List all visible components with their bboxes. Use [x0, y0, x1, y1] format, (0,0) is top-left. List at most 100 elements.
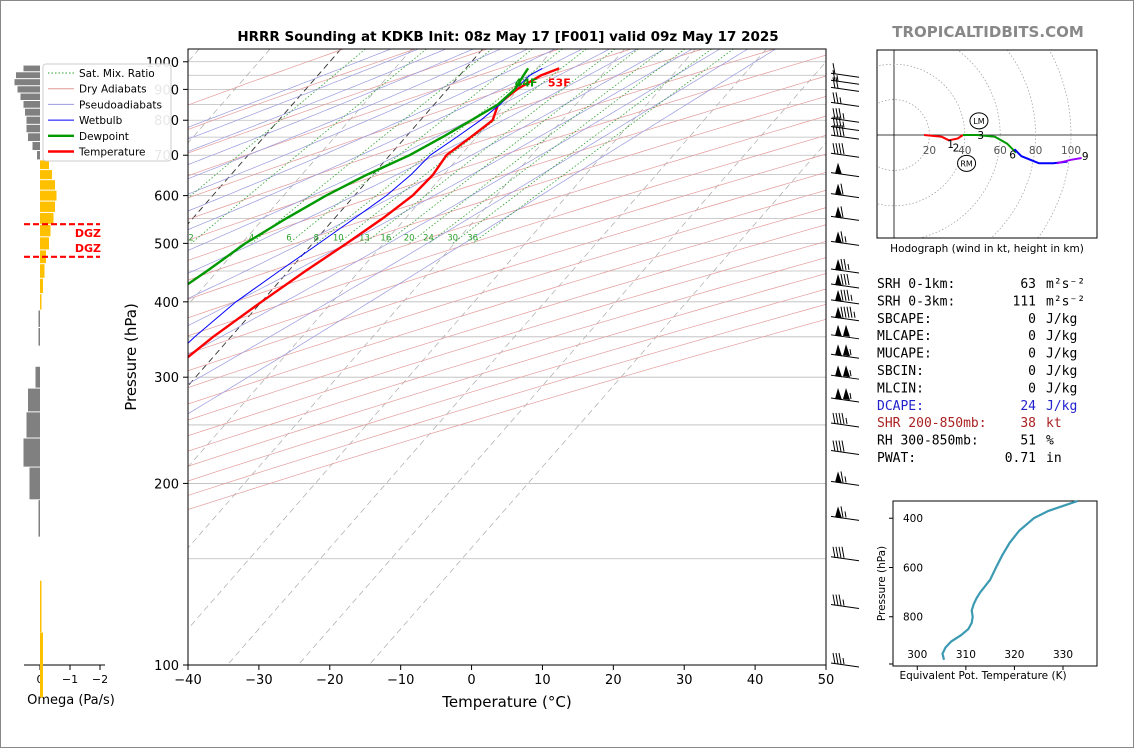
omega-tick-label: −1	[62, 673, 78, 686]
wind-barb-feather	[832, 143, 836, 155]
temperature-profile	[188, 67, 560, 359]
omega-bar	[40, 264, 45, 278]
mixing-ratio-line	[190, 49, 427, 244]
wind-barb	[830, 206, 860, 221]
mixing-ratio-label: 24	[423, 233, 434, 243]
wind-barb	[830, 289, 860, 305]
wind-barb-feather	[841, 143, 845, 155]
wind-barb-feather	[832, 440, 836, 452]
mixing-ratio-line	[472, 49, 734, 244]
pseudoadiabat	[188, 49, 474, 165]
stats-value: 0	[1028, 347, 1036, 362]
wind-barb-feather	[835, 546, 839, 558]
pseudoadiabat	[188, 49, 776, 415]
wind-barb	[830, 440, 860, 456]
mixing-ratio-line	[452, 49, 712, 244]
stats-value: 0	[1028, 381, 1036, 396]
mixing-ratio-line	[337, 49, 587, 244]
legend-entry: Pseudoadiabats	[79, 99, 162, 111]
wind-barb-feather	[835, 92, 839, 104]
wind-barb	[830, 344, 860, 359]
theta-e-x-label: Equivalent Pot. Temperature (K)	[899, 670, 1066, 682]
skew-t-plot-area: 1 2 4 6 8 10 13 16 20 24 30 36	[132, 49, 826, 665]
wind-barb-staff	[830, 662, 860, 668]
mixing-ratio-label: 20	[404, 233, 415, 243]
dry-adiabat	[188, 49, 560, 177]
dry-adiabat	[188, 241, 826, 437]
mixing-ratio-label: 1	[132, 233, 137, 243]
wind-barb-flag	[843, 365, 850, 378]
wind-barb-flag	[835, 471, 842, 484]
hodograph-height-label: 3	[977, 130, 984, 142]
y-tick-label: 600	[154, 190, 179, 205]
theta-e-y-label: Pressure (hPa)	[876, 546, 888, 621]
x-tick-label: 50	[818, 673, 835, 688]
wind-barb-feather	[832, 652, 836, 665]
x-tick-label: −30	[245, 673, 272, 688]
stats-row: MLCIN: 0 J/kg	[877, 381, 1077, 396]
wind-barb-feather	[838, 440, 842, 452]
omega-bar	[28, 133, 40, 142]
wind-barb	[830, 63, 860, 78]
stats-row: SHR 200-850mb: 38 kt	[877, 416, 1062, 431]
theta-e-x-tick-label: 330	[1053, 649, 1073, 661]
wind-barb-feather	[835, 77, 839, 89]
theta-e-x-tick-label: 310	[956, 649, 976, 661]
wind-barb-flag	[835, 289, 842, 302]
wind-barb-staff	[830, 101, 860, 107]
stats-row: MUCAPE: 0 J/kg	[877, 347, 1077, 362]
omega-bar	[23, 65, 40, 72]
mixing-ratio-line	[251, 49, 493, 244]
omega-bar	[40, 632, 43, 698]
stats-unit: J/kg	[1046, 399, 1077, 414]
pseudoadiabat	[188, 49, 419, 140]
dry-adiabat	[188, 224, 826, 421]
stats-row: SRH 0-1km: 63 m²s⁻²	[877, 277, 1085, 292]
x-tick-label: −40	[174, 673, 201, 688]
wind-barb-feather	[841, 125, 845, 137]
pseudoadiabat	[188, 49, 721, 355]
stats-value: 63	[1020, 277, 1036, 292]
hodograph-ring-label: 80	[1029, 145, 1042, 157]
wind-barb-half	[845, 417, 848, 425]
omega-bar	[28, 388, 40, 412]
wind-barb-feather	[835, 440, 839, 452]
dry-adiabat	[188, 257, 826, 452]
surface-temperature-label: 53F	[548, 76, 571, 89]
wind-barb	[830, 412, 860, 428]
dry-adiabat	[188, 54, 826, 261]
wind-barb-flag	[835, 231, 842, 244]
wind-barb-column	[830, 63, 860, 668]
mixing-ratio-line	[188, 49, 366, 199]
stats-row: MLCAPE: 0 J/kg	[877, 329, 1077, 344]
wind-barb-half	[849, 370, 852, 377]
omega-bar	[23, 101, 40, 108]
mixing-ratio-label: 10	[333, 233, 344, 243]
wind-barb-feather	[840, 231, 844, 243]
hodograph-segment	[1056, 157, 1082, 165]
x-tick-label: −10	[387, 673, 414, 688]
stats-label: MUCAPE:	[877, 347, 932, 362]
stats-unit: in	[1046, 451, 1062, 466]
mixing-ratio-line	[408, 49, 665, 244]
wind-barb-feather	[840, 258, 844, 271]
stats-label: DCAPE:	[877, 399, 924, 414]
wind-barb-flag	[843, 324, 850, 337]
theta-e-y-tick-label: 600	[903, 562, 923, 574]
mixing-ratio-label: 8	[314, 233, 319, 243]
wind-barb-staff	[830, 556, 860, 562]
omega-bar	[14, 79, 40, 86]
omega-bar	[25, 108, 40, 116]
wind-barb-feather	[840, 471, 844, 483]
wind-barb-staff	[830, 117, 860, 123]
omega-axis-label: Omega (Pa/s)	[27, 693, 115, 708]
wind-barb	[830, 306, 860, 322]
hodograph-segment	[923, 134, 964, 142]
wind-barb-feather	[843, 306, 847, 318]
isotherm-line	[227, 49, 767, 665]
hodograph-height-label: 1	[947, 139, 954, 151]
dry-adiabat	[188, 96, 826, 300]
x-tick-label: 0	[467, 673, 475, 688]
mixing-ratio-label: 13	[359, 233, 370, 243]
